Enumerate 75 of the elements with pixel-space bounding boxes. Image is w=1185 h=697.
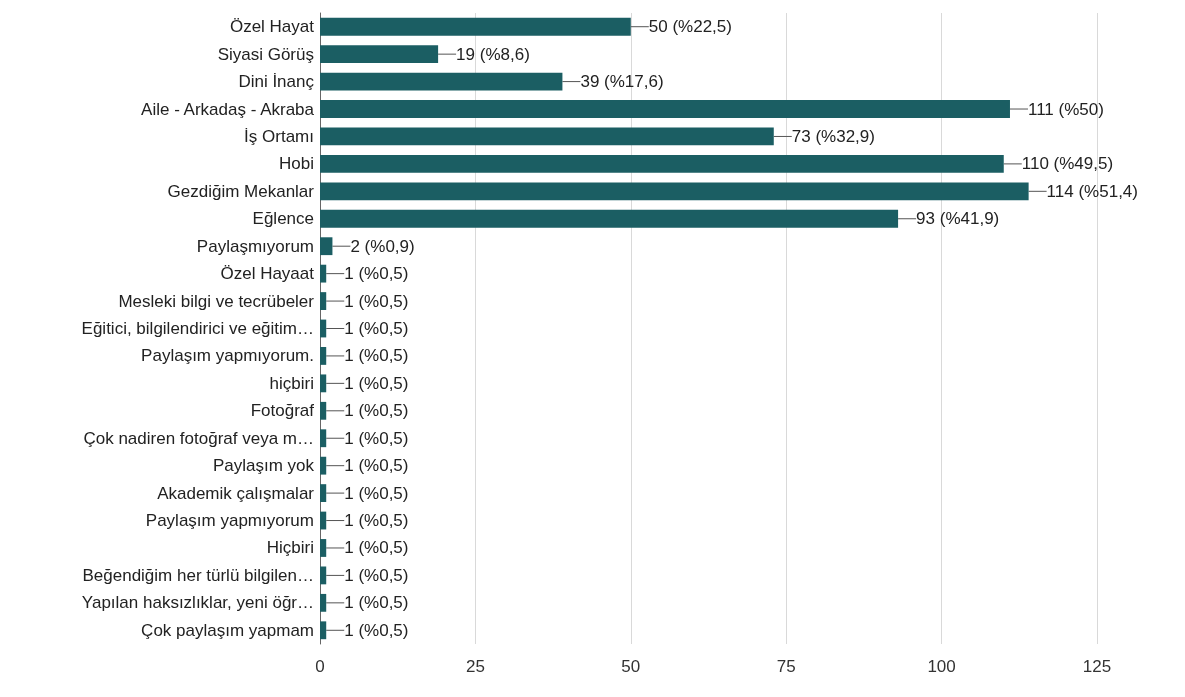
bar <box>320 264 327 283</box>
bar <box>320 237 333 256</box>
x-tick-label: 0 <box>315 657 325 676</box>
y-tick-label: Özel Hayaat <box>220 264 315 284</box>
data-label: 114 (%51,4) <box>1046 181 1138 201</box>
data-label: 110 (%49,5) <box>1021 154 1114 174</box>
data-label: 39 (%17,6) <box>580 72 664 92</box>
data-label: 1 (%0,5) <box>344 401 409 421</box>
bar <box>320 292 327 310</box>
data-label: 50 (%22,5) <box>648 17 732 37</box>
y-tick-label: İş Ortamı <box>244 126 314 146</box>
bar <box>320 539 327 557</box>
bar <box>320 484 327 503</box>
y-tick-label: Dini İnanç <box>238 72 315 92</box>
bar <box>320 401 327 420</box>
data-label: 1 (%0,5) <box>344 264 409 284</box>
y-tick-label: Hobi <box>279 154 314 174</box>
data-label: 73 (%32,9) <box>791 126 875 146</box>
y-tick-label: Hiçbiri <box>266 538 314 558</box>
data-label: 1 (%0,5) <box>344 319 409 338</box>
y-tick-label: Paylaşım yapmıyorum <box>145 511 314 531</box>
bar <box>320 347 327 365</box>
data-label: 1 (%0,5) <box>344 511 409 531</box>
y-tick-label: Gezdiğim Mekanlar <box>167 181 315 201</box>
bar <box>320 209 899 228</box>
data-label: 1 (%0,5) <box>344 373 409 393</box>
y-tick-label: Mesleki bilgi ve tecrübeler <box>118 291 315 311</box>
data-label: 1 (%0,5) <box>344 291 409 311</box>
bar <box>320 72 563 91</box>
y-tick-label: Fotoğraf <box>250 401 315 421</box>
y-tick-label: Çok paylaşım yapmam <box>141 620 314 640</box>
y-tick-label: Siyasi Görüş <box>217 44 314 64</box>
bar <box>320 100 1010 118</box>
x-tick-label: 125 <box>1082 657 1112 676</box>
y-tick-label: Çok nadiren fotoğraf veya m… <box>83 428 314 448</box>
data-label: 1 (%0,5) <box>344 538 409 558</box>
y-tick-label: Akademik çalışmalar <box>157 483 315 503</box>
y-tick-label: Beğendiğim her türlü bilgilen… <box>82 565 314 585</box>
bar <box>320 154 1004 173</box>
y-tick-label: Paylaşmıyorum <box>196 236 314 256</box>
bar <box>320 566 327 585</box>
y-tick-label: hiçbiri <box>269 373 314 393</box>
y-tick-label: Özel Hayat <box>229 17 315 37</box>
bar <box>320 127 774 146</box>
bar <box>320 45 439 64</box>
data-label: 1 (%0,5) <box>344 456 409 476</box>
bar <box>320 17 631 36</box>
bar <box>320 593 327 612</box>
data-label: 1 (%0,5) <box>344 593 409 613</box>
bar <box>320 621 327 640</box>
bar <box>320 319 327 338</box>
data-label: 2 (%0,9) <box>350 236 415 256</box>
y-tick-label: Paylaşım yok <box>212 456 315 476</box>
y-tick-label: Eğitici, bilgilendirici ve eğitim… <box>81 319 314 338</box>
data-label: 93 (%41,9) <box>916 209 1000 229</box>
bar <box>320 374 327 393</box>
data-label: 111 (%50) <box>1027 99 1104 119</box>
data-label: 1 (%0,5) <box>344 483 409 503</box>
bar <box>320 511 327 530</box>
y-tick-label: Eğlence <box>252 209 314 229</box>
bar <box>320 182 1029 201</box>
y-tick-label: Paylaşım yapmıyorum. <box>141 346 314 366</box>
bar <box>320 456 327 475</box>
data-label: 1 (%0,5) <box>344 428 409 448</box>
bar <box>320 429 327 448</box>
data-label: 1 (%0,5) <box>344 565 409 585</box>
y-tick-label: Yapılan haksızlıklar, yeni öğr… <box>81 593 314 613</box>
data-label: 1 (%0,5) <box>344 346 409 366</box>
data-label: 19 (%8,6) <box>456 44 530 64</box>
data-label: 1 (%0,5) <box>344 620 409 640</box>
x-tick-label: 100 <box>927 657 956 676</box>
y-tick-label: Aile - Arkadaş - Akraba <box>141 99 315 119</box>
x-tick-label: 25 <box>465 657 485 676</box>
x-tick-label: 75 <box>776 657 796 676</box>
x-tick-label: 50 <box>621 657 641 676</box>
